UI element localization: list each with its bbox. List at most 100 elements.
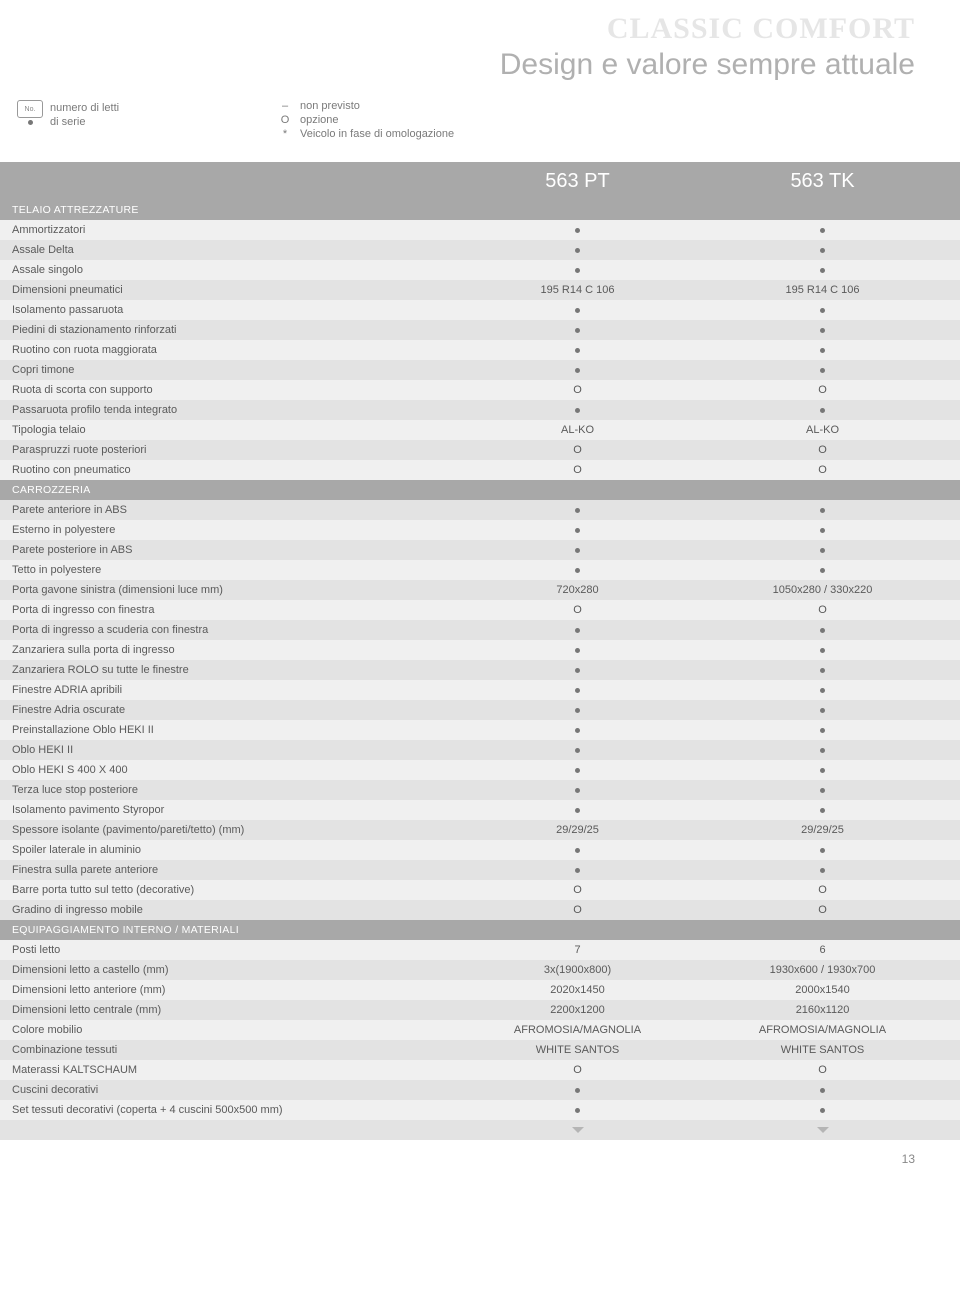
row-value-2: O xyxy=(700,384,945,396)
row-value-1 xyxy=(455,524,700,536)
table-row: Posti letto76 xyxy=(0,940,960,960)
row-value-2: O xyxy=(700,884,945,896)
dot-icon xyxy=(575,808,580,813)
section-title: EQUIPAGGIAMENTO INTERNO / MATERIALI xyxy=(0,924,455,936)
table-row: Dimensioni letto anteriore (mm)2020x1450… xyxy=(0,980,960,1000)
table-row: Paraspruzzi ruote posterioriOO xyxy=(0,440,960,460)
row-value-2: O xyxy=(700,444,945,456)
row-label: Zanzariera ROLO su tutte le finestre xyxy=(0,664,455,676)
row-value-1 xyxy=(455,864,700,876)
row-value-2: 1050x280 / 330x220 xyxy=(700,584,945,596)
dot-icon xyxy=(575,268,580,273)
table-row: Piedini di stazionamento rinforzati xyxy=(0,320,960,340)
row-value-1 xyxy=(455,1104,700,1116)
row-label: Oblo HEKI S 400 X 400 xyxy=(0,764,455,776)
row-label: Porta di ingresso a scuderia con finestr… xyxy=(0,624,455,636)
row-value-1: O xyxy=(455,884,700,896)
table-header-row: 563 PT 563 TK xyxy=(0,162,960,200)
table-row: Porta di ingresso con finestraOO xyxy=(0,600,960,620)
row-value-2: 1930x600 / 1930x700 xyxy=(700,964,945,976)
legend-std: di serie xyxy=(50,116,200,128)
column-header-1: 563 PT xyxy=(455,170,700,193)
row-value-2: 2160x1120 xyxy=(700,1004,945,1016)
dot-icon xyxy=(820,668,825,673)
dot-icon xyxy=(575,548,580,553)
row-value-1 xyxy=(455,1084,700,1096)
row-value-1: O xyxy=(455,904,700,916)
table-row: Oblo HEKI II xyxy=(0,740,960,760)
section-header: TELAIO ATTREZZATURE xyxy=(0,200,960,220)
row-label: Finestre ADRIA apribili xyxy=(0,684,455,696)
row-value-2: 2000x1540 xyxy=(700,984,945,996)
table-row: Tetto in polyestere xyxy=(0,560,960,580)
row-value-1: O xyxy=(455,464,700,476)
row-value-1 xyxy=(455,344,700,356)
dot-icon xyxy=(575,648,580,653)
row-value-1 xyxy=(455,404,700,416)
dot-icon xyxy=(820,268,825,273)
row-label: Isolamento pavimento Styropor xyxy=(0,804,455,816)
table-row: Ruotino con ruota maggiorata xyxy=(0,340,960,360)
table-row: Cuscini decorativi xyxy=(0,1080,960,1100)
row-value-2 xyxy=(700,224,945,236)
row-value-1: O xyxy=(455,444,700,456)
dot-icon xyxy=(575,368,580,373)
row-value-1 xyxy=(455,744,700,756)
table-row: Finestra sulla parete anteriore xyxy=(0,860,960,880)
dot-icon xyxy=(820,528,825,533)
row-label: Passaruota profilo tenda integrato xyxy=(0,404,455,416)
table-row: Zanzariera ROLO su tutte le finestre xyxy=(0,660,960,680)
column-header-2: 563 TK xyxy=(700,170,945,193)
legend: No. numero di letti di serie – O * non p… xyxy=(0,90,960,162)
row-value-2 xyxy=(700,264,945,276)
row-value-2 xyxy=(700,304,945,316)
table-row: Combinazione tessutiWHITE SANTOSWHITE SA… xyxy=(0,1040,960,1060)
row-value-2 xyxy=(700,744,945,756)
dot-icon xyxy=(820,1088,825,1093)
row-label: Barre porta tutto sul tetto (decorative) xyxy=(0,884,455,896)
row-value-1: O xyxy=(455,1064,700,1076)
table-row: Gradino di ingresso mobileOO xyxy=(0,900,960,920)
row-value-1 xyxy=(455,264,700,276)
dot-icon xyxy=(575,728,580,733)
row-label: Parete posteriore in ABS xyxy=(0,544,455,556)
dot-icon xyxy=(575,348,580,353)
dot-icon xyxy=(575,508,580,513)
row-value-1 xyxy=(455,764,700,776)
dot-icon xyxy=(820,248,825,253)
row-label: Assale singolo xyxy=(0,264,455,276)
dot-icon xyxy=(820,348,825,353)
table-row: Zanzariera sulla porta di ingresso xyxy=(0,640,960,660)
dot-icon xyxy=(575,688,580,693)
dot-icon xyxy=(820,408,825,413)
table-row: Oblo HEKI S 400 X 400 xyxy=(0,760,960,780)
row-value-2 xyxy=(700,1104,945,1116)
row-value-2 xyxy=(700,764,945,776)
table-row: Parete posteriore in ABS xyxy=(0,540,960,560)
dot-icon xyxy=(820,708,825,713)
row-label: Ruotino con ruota maggiorata xyxy=(0,344,455,356)
row-value-1: O xyxy=(455,384,700,396)
table-row: Porta di ingresso a scuderia con finestr… xyxy=(0,620,960,640)
legend-symbols: – O * xyxy=(270,100,300,140)
table-row: Terza luce stop posteriore xyxy=(0,780,960,800)
row-value-1 xyxy=(455,804,700,816)
row-value-2 xyxy=(700,664,945,676)
dot-icon xyxy=(820,848,825,853)
dot-icon xyxy=(575,308,580,313)
legend-option: opzione xyxy=(300,114,560,126)
table-row: Dimensioni pneumatici195 R14 C 106195 R1… xyxy=(0,280,960,300)
table-row: Dimensioni letto centrale (mm)2200x12002… xyxy=(0,1000,960,1020)
table-row: Finestre Adria oscurate xyxy=(0,700,960,720)
legend-homolog: Veicolo in fase di omologazione xyxy=(300,128,560,140)
row-value-1: 2200x1200 xyxy=(455,1004,700,1016)
row-value-2 xyxy=(700,784,945,796)
row-label: Finestra sulla parete anteriore xyxy=(0,864,455,876)
table-row: Assale Delta xyxy=(0,240,960,260)
row-value-1 xyxy=(455,644,700,656)
dot-icon xyxy=(820,628,825,633)
dot-icon xyxy=(575,708,580,713)
table-row: Esterno in polyestere xyxy=(0,520,960,540)
spec-table: 563 PT 563 TK TELAIO ATTREZZATUREAmmorti… xyxy=(0,162,960,1140)
table-body: TELAIO ATTREZZATUREAmmortizzatoriAssale … xyxy=(0,200,960,1140)
